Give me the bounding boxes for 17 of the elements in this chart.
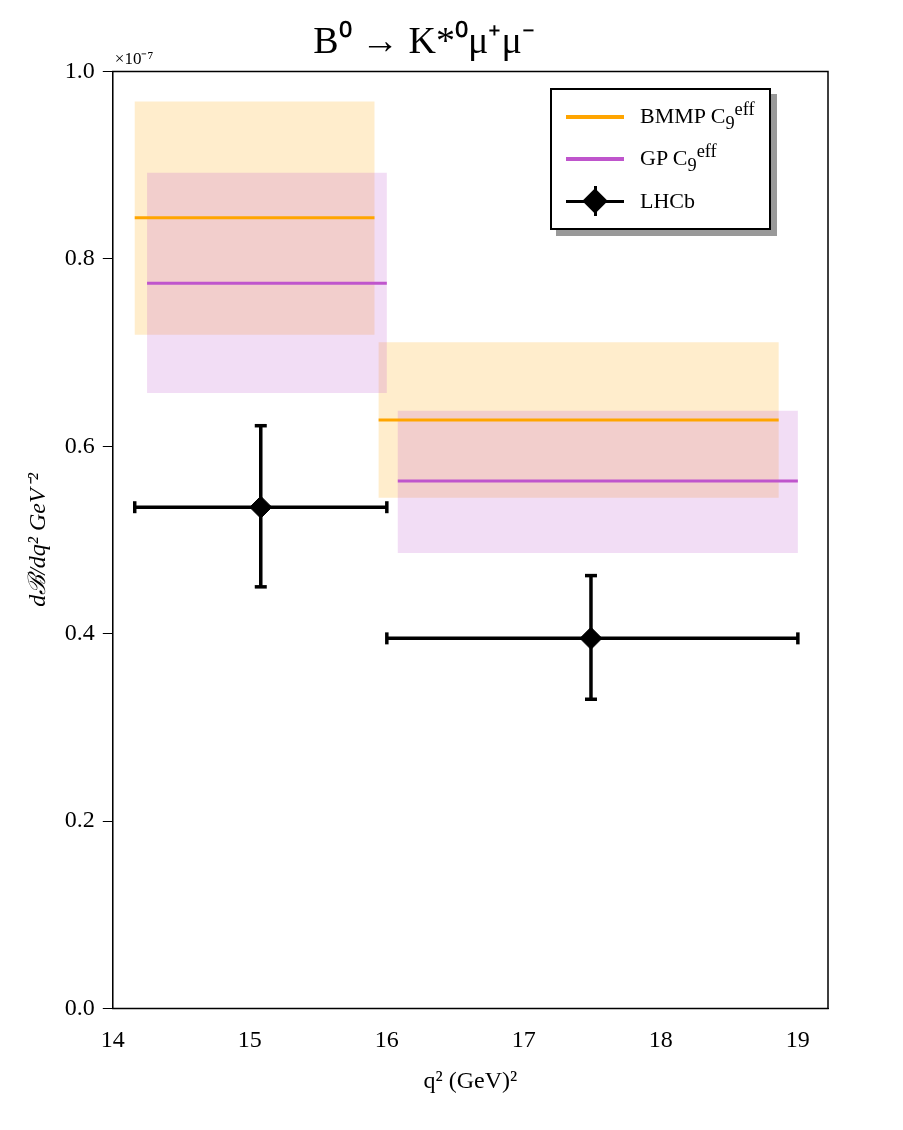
y-tick-label: 0.2 (64, 806, 95, 833)
x-axis-title: q² (GeV)² (423, 1066, 518, 1093)
x-tick-label: 17 (511, 1026, 536, 1053)
y-tick-label: 0.6 (64, 431, 95, 458)
x-tick-label: 18 (648, 1026, 673, 1053)
x-tick-label: 14 (100, 1026, 125, 1053)
x-tick-label: 15 (237, 1026, 262, 1053)
y-tick-label: 0.0 (64, 993, 95, 1020)
text: ×10⁻⁷ (114, 48, 154, 68)
legend-label: LHCb (640, 187, 695, 214)
y-axis-title: dℬ/dq² GeV⁻² (23, 472, 50, 607)
x-tick-label: 19 (785, 1026, 810, 1053)
y-tick-label: 0.8 (64, 244, 95, 271)
x-tick-label: 16 (374, 1026, 399, 1053)
chart-title: B⁰ → K*⁰μ⁺μ⁻ (313, 18, 535, 61)
y-tick-label: 1.0 (64, 56, 95, 83)
y-tick-label: 0.4 (64, 618, 95, 645)
